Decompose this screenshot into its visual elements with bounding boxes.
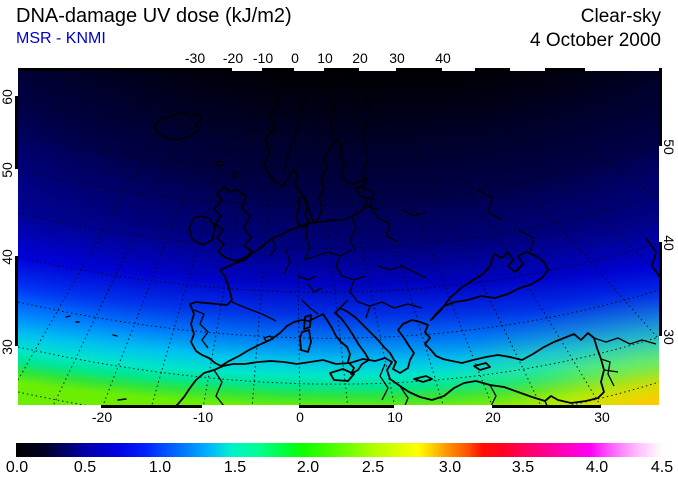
axis-tick-label: 10 (317, 50, 333, 66)
axis-tick-label: 40 (0, 249, 15, 265)
map-frame-bottom (15, 405, 662, 408)
axis-tick-label: 20 (485, 409, 501, 425)
iceland-coast (153, 111, 203, 141)
axis-tick-label: 30 (661, 329, 677, 345)
coastlines (65, 70, 659, 408)
crete-coast (413, 375, 433, 383)
axis-tick-label: -10 (252, 50, 274, 66)
country-borders (193, 71, 657, 408)
colorbar-tick-label: 0.0 (5, 459, 29, 476)
axis-tick-label: 10 (387, 409, 403, 425)
europe-uv-map (18, 70, 659, 408)
axis-tick-label: -20 (91, 409, 113, 425)
sicily-coast (329, 368, 355, 382)
axis-tick-label: 50 (0, 162, 15, 178)
great-britain-coast (213, 185, 253, 262)
condition-and-date: Clear-sky 4 October 2000 (530, 5, 661, 53)
mainland-coast (173, 70, 605, 408)
axis-tick-label: 0 (296, 409, 304, 425)
caspian-shore (645, 237, 659, 277)
balearic-islands (263, 335, 274, 342)
map-frame-left (15, 68, 18, 408)
corsica-coast (303, 314, 312, 330)
axis-tick-label: -30 (184, 50, 206, 66)
colorbar-gradient (16, 443, 662, 457)
date-label: 4 October 2000 (530, 30, 661, 51)
axis-tick-label: -10 (192, 409, 214, 425)
axis-tick-label: -20 (222, 50, 244, 66)
faroe-shetland (215, 160, 238, 179)
axis-tick-label: 60 (0, 89, 15, 105)
axis-tick-label: 50 (661, 139, 677, 155)
colorbar-tick-label: 1.5 (223, 459, 247, 476)
black-sea-coast (430, 251, 549, 321)
denmark-coast (295, 196, 310, 228)
uv-dose-field (18, 70, 659, 408)
colorbar-tick-label: 0.5 (73, 459, 97, 476)
axis-tick-label: 30 (0, 339, 15, 355)
ireland-coast (188, 215, 216, 246)
colorbar-tick-label: 2.5 (361, 459, 385, 476)
colorbar-tick-label: 4.5 (650, 459, 674, 476)
colorbar (16, 443, 662, 457)
colorbar-tick-label: 1.0 (148, 459, 172, 476)
colorbar-tick-label: 3.0 (438, 459, 462, 476)
cyprus-coast (473, 362, 491, 371)
colorbar-tick-label: 4.0 (585, 459, 609, 476)
colorbar-tick-label: 2.0 (296, 459, 320, 476)
map-frame-right (659, 68, 662, 408)
data-source-label: MSR - KNMI (16, 30, 106, 47)
graticule-grid (18, 70, 659, 408)
sardinia-coast (299, 329, 312, 353)
page-title: DNA-damage UV dose (kJ/m2) (16, 5, 292, 27)
axis-tick-label: 30 (594, 409, 610, 425)
axis-tick-label: 30 (389, 50, 405, 66)
axis-tick-label: 0 (291, 50, 299, 66)
colorbar-tick-label: 3.5 (511, 459, 535, 476)
axis-tick-label: 40 (435, 50, 451, 66)
axis-tick-label: 40 (661, 235, 677, 251)
sky-condition-label: Clear-sky (580, 6, 661, 27)
map-frame-top (15, 68, 662, 71)
axis-tick-label: 20 (352, 50, 368, 66)
atlantic-islands (65, 315, 127, 401)
